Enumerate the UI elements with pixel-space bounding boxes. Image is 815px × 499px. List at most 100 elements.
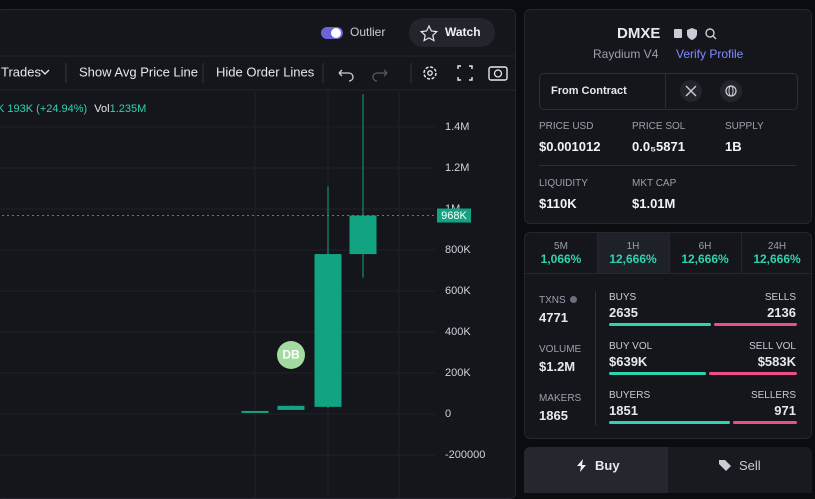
y-tick-label: 800K (445, 244, 471, 256)
candle-body (277, 405, 305, 410)
stat-label: MKT CAP (632, 178, 677, 189)
metric-value: 4771 (539, 310, 568, 325)
search-icon-handle (712, 35, 717, 40)
y-tick-label: 200K (445, 367, 471, 379)
verify-link[interactable]: Verify Profile (676, 47, 744, 61)
settings-icon[interactable] (423, 66, 437, 80)
dex-name: Raydium V4 (593, 47, 659, 61)
buy-label: BUYERS (609, 390, 651, 401)
search-icon[interactable] (705, 28, 715, 38)
y-tick-label: 400K (445, 326, 471, 338)
sell-bar (708, 372, 797, 375)
stat-label: PRICE USD (539, 121, 594, 132)
y-tick-label: 1.4M (445, 121, 469, 133)
chart: Outlier Watch Trades Show Avg Price Line… (0, 18, 515, 498)
buy-value: 2635 (609, 305, 638, 320)
stat-label: SUPPLY (725, 121, 764, 132)
period-label: 24H (767, 241, 787, 252)
bolt (577, 459, 586, 472)
price-label: 968K (441, 210, 467, 222)
vol-label: Vol (94, 103, 109, 115)
metric-label: TXNS (539, 295, 566, 306)
buy-label: Buy (595, 458, 620, 473)
redo-icon[interactable] (372, 69, 388, 82)
sell-label: Sell (739, 458, 761, 473)
buy-label: BUYS (609, 292, 637, 303)
sell-value: 971 (774, 403, 796, 418)
contract-divider (665, 73, 666, 108)
period-tab[interactable] (741, 233, 811, 273)
period-change: 12,666% (609, 252, 657, 266)
tag (719, 460, 731, 471)
contract-box (539, 73, 798, 110)
y-tick-label: -200000 (445, 449, 485, 461)
metric-value: 1865 (539, 408, 568, 423)
activity-divider (595, 291, 596, 426)
period-change: 12,666% (681, 252, 729, 266)
toggle-knob (331, 28, 341, 38)
sell-label: SELLS (764, 292, 796, 303)
buy-bar (609, 372, 706, 375)
stat-value: $1.01M (632, 196, 676, 211)
period-change: 1,066% (540, 252, 582, 266)
stat-label: LIQUIDITY (539, 178, 588, 189)
price-label-bg (437, 208, 471, 223)
sell-value: $583K (757, 354, 796, 369)
settings-icon-core (427, 70, 433, 76)
avg-line-button[interactable]: Show Avg Price Line (79, 64, 198, 79)
sell-value: 2136 (767, 305, 796, 320)
camera-icon[interactable] (488, 66, 508, 81)
tag-icon (719, 460, 731, 471)
stat-value: 0.0₅5871 (632, 139, 685, 154)
fullscreen-icon[interactable] (457, 65, 473, 81)
marker-label: DB (282, 348, 300, 362)
price-change: 193K (+24.94%) (7, 103, 87, 115)
y-tick-label: 1.2M (445, 162, 469, 174)
order-lines-button[interactable]: Hide Order Lines (216, 64, 315, 79)
period-tab[interactable] (597, 233, 669, 273)
candle-body (314, 254, 342, 407)
chart-panel: Outlier Watch Trades Show Avg Price Line… (0, 9, 516, 499)
tabs-divider (525, 273, 811, 274)
candle-body (241, 410, 269, 413)
copy-icon[interactable] (674, 29, 682, 38)
metric-label: VOLUME (539, 344, 582, 355)
buy-value: $639K (609, 354, 648, 369)
stat-value: 1B (725, 139, 742, 154)
token-icons (674, 28, 717, 40)
period-label: 5M (554, 241, 568, 252)
x-icon (685, 85, 697, 97)
period-change: 12,666% (753, 252, 801, 266)
period-tab[interactable] (669, 233, 741, 273)
token-name: DMXE (617, 25, 661, 42)
buy-label: BUY VOL (609, 341, 653, 352)
trades-button[interactable]: Trades (1, 64, 41, 79)
shield-icon[interactable] (687, 28, 697, 40)
candle-body (349, 215, 377, 255)
vol-value: 1.235M (110, 103, 147, 115)
globe-icon-meridian (728, 85, 734, 97)
sell-bar (733, 421, 797, 424)
social-icons (680, 80, 742, 102)
watch-label: Watch (445, 25, 481, 39)
sell-tab[interactable] (668, 447, 812, 493)
sell-label: SELLERS (750, 390, 796, 401)
bolt-icon (577, 459, 586, 472)
web-icon-bg[interactable] (720, 80, 742, 102)
buy-tab[interactable] (524, 447, 668, 493)
undo-icon[interactable] (338, 69, 354, 82)
info-icon[interactable] (570, 296, 577, 303)
buy-value: 1851 (609, 403, 638, 418)
star-icon (419, 24, 439, 42)
watch-button[interactable] (409, 18, 495, 47)
stat-value: $110K (539, 196, 577, 211)
sell-label: SELL VOL (749, 341, 796, 352)
marker-badge (277, 341, 305, 369)
stat-label: PRICE SOL (632, 121, 686, 132)
y-tick-label: 600K (445, 285, 471, 297)
from-contract[interactable]: From Contract (551, 85, 627, 97)
period-label: 1H (626, 241, 640, 252)
chart-legend: K 193K (+24.94%) Vol1.235M (0, 103, 146, 115)
